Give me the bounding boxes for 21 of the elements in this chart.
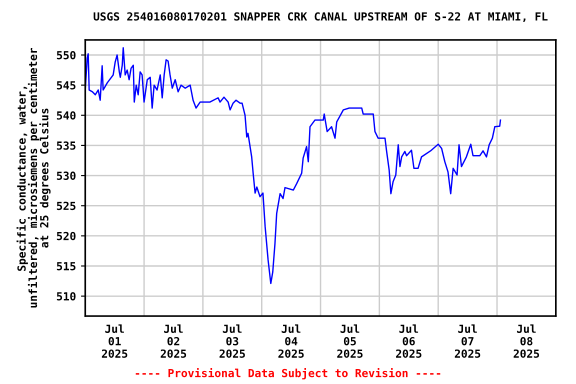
x-tick-label: Jul 08 2025 bbox=[514, 324, 540, 358]
y-tick-label: 520 bbox=[56, 232, 76, 240]
x-tick-label: Jul 05 2025 bbox=[337, 324, 363, 358]
line-series bbox=[85, 47, 502, 284]
y-tick-label: 550 bbox=[56, 50, 76, 60]
x-tick-label: Jul 04 2025 bbox=[278, 324, 304, 358]
y-tick-label: 515 bbox=[56, 262, 76, 270]
x-tick-label: Jul 07 2025 bbox=[454, 324, 480, 358]
y-tick-label: 545 bbox=[56, 81, 76, 90]
x-tick-label: Jul 06 2025 bbox=[396, 324, 422, 358]
y-tick-label: 525 bbox=[56, 202, 76, 210]
y-axis-title: Specific conductance, water, unfiltered, microsiemens per centimeter at 25 degrees Celsius bbox=[16, 48, 51, 308]
y-tick-label: 510 bbox=[56, 292, 76, 301]
x-tick-label: Jul 03 2025 bbox=[220, 324, 245, 358]
x-tick-label: Jul 01 2025 bbox=[102, 324, 128, 358]
y-tick-label: 535 bbox=[56, 141, 76, 150]
chart-title: USGS 254016080170201 SNAPPER CRK CANAL UPSTREAM OF S-22 AT MIAMI, FL bbox=[94, 12, 548, 22]
y-tick-label: 530 bbox=[56, 172, 76, 180]
y-tick-label: 540 bbox=[56, 111, 76, 120]
x-tick-label: Jul 02 2025 bbox=[160, 324, 186, 358]
text: ---- Provisional Data Subject to Revision ---- bbox=[136, 368, 440, 380]
